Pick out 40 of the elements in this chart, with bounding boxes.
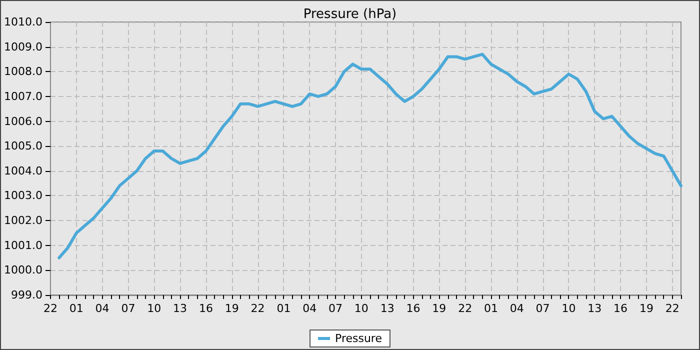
line-series	[58, 52, 682, 260]
x-tick-label: 04	[510, 302, 524, 315]
x-tick-label: 04	[302, 302, 317, 315]
x-tick-label: 07	[121, 302, 136, 315]
y-tick-label: 1008.0	[4, 65, 42, 78]
x-tick-label: 04	[95, 302, 110, 315]
x-tick-label: 16	[198, 302, 213, 315]
x-tick-label: 10	[147, 302, 162, 315]
x-tick-label: 22	[250, 302, 265, 315]
x-tick-label: 22	[458, 302, 472, 315]
x-tick-label: 07	[536, 302, 550, 315]
x-tick-label: 13	[380, 302, 394, 315]
y-tick-label: 1005.0	[4, 140, 42, 153]
y-tick-label: 1000.0	[4, 264, 42, 277]
x-tick-label: 19	[432, 302, 446, 315]
x-tick-label: 10	[562, 302, 576, 315]
y-tick-label: 1001.0	[4, 238, 42, 252]
x-tick-label: 01	[69, 302, 84, 315]
x-tick-label: 07	[328, 302, 343, 315]
x-tick-label: 19	[639, 302, 654, 315]
x-tick-label: 19	[224, 302, 239, 315]
x-tick-label: 16	[614, 302, 628, 315]
x-tick-label: 13	[173, 302, 188, 315]
x-tick-label: 01	[484, 302, 498, 315]
x-tick-label: 22	[665, 302, 680, 315]
y-tick-label: 1003.0	[4, 189, 42, 202]
x-tick-label: 22	[43, 302, 58, 315]
y-tick-label: 1010.0	[4, 16, 42, 28]
y-tick-label: 1004.0	[4, 164, 42, 178]
x-tick-label: 16	[406, 302, 420, 315]
y-tick-label: 1007.0	[4, 90, 42, 103]
x-tick-label: 01	[276, 302, 291, 315]
legend-label: Pressure	[335, 332, 382, 345]
x-tick-label: 13	[588, 302, 602, 315]
y-tick-label: 999.0	[10, 288, 42, 302]
y-tick-label: 1002.0	[4, 214, 42, 228]
chart-title: Pressure (hPa)	[303, 7, 397, 22]
x-tick-label: 10	[354, 302, 368, 315]
y-tick-label: 1006.0	[4, 114, 42, 128]
y-tick-label: 1009.0	[4, 40, 42, 54]
